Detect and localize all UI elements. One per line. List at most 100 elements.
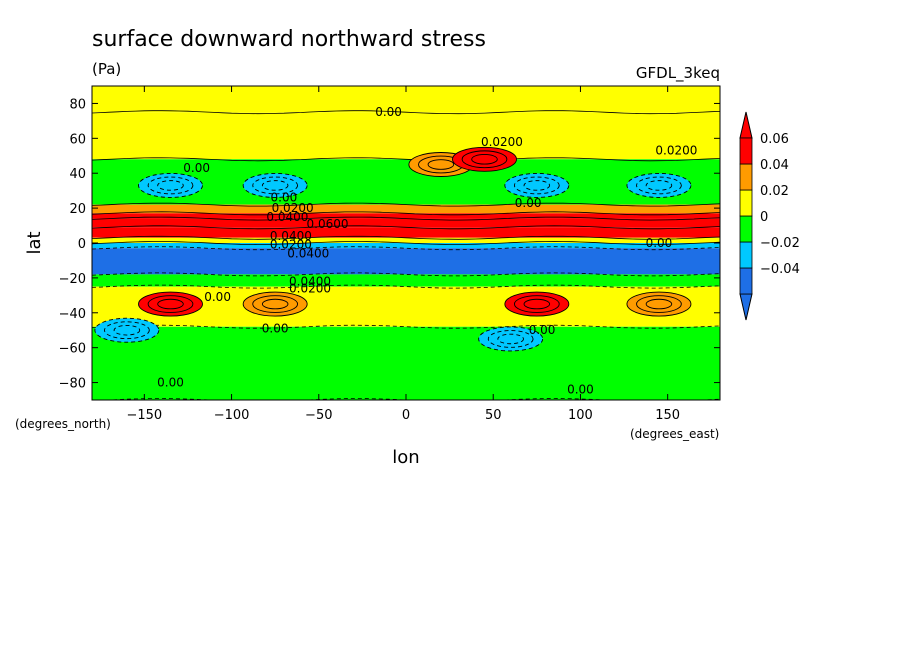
contour-ring	[452, 146, 517, 172]
colorbar-label: 0.04	[760, 158, 789, 173]
contour-ring	[242, 291, 308, 317]
contour-ring	[147, 295, 194, 313]
contour-label: 0.00	[271, 191, 298, 205]
field-band	[92, 227, 720, 238]
contour-ring	[261, 298, 289, 310]
contour-line	[92, 157, 720, 162]
contour-label: 0.00	[183, 161, 210, 175]
x-tick-label: −100	[214, 408, 250, 423]
contour-ring	[504, 291, 570, 317]
contour-line	[92, 110, 720, 115]
colorbar-swatch	[739, 267, 753, 295]
colorbar-swatch	[739, 241, 753, 269]
contour-ring	[478, 326, 544, 352]
field-band	[92, 243, 720, 249]
contour-label: 0.00	[515, 196, 542, 210]
contour-ring	[138, 172, 203, 198]
colorbar-swatch	[739, 189, 753, 217]
x-tick-label: 100	[568, 408, 593, 423]
contour-ring	[523, 180, 551, 191]
contour-ring	[138, 291, 203, 317]
contour-ring	[626, 172, 692, 198]
contour-ring	[645, 298, 673, 310]
colorbar-label: 0	[760, 210, 768, 225]
contour-label: 0.0400	[270, 229, 312, 243]
contour-ring	[261, 180, 289, 191]
contour-ring	[504, 172, 570, 198]
x-tick-label: −50	[305, 408, 332, 423]
field-band	[92, 112, 720, 160]
contour-ring	[645, 180, 673, 191]
contour-ring	[523, 298, 551, 310]
contour-label: 0.00	[529, 323, 556, 337]
model-label: GFDL_3keq	[636, 64, 720, 83]
field-band	[92, 248, 720, 275]
y-tick-label: −80	[59, 377, 86, 392]
contour-label: 0.00	[262, 321, 289, 335]
contour-ring	[157, 180, 184, 191]
y-tick-label: 60	[69, 132, 86, 147]
contour-label: 0.0200	[289, 281, 331, 295]
y-tick-label: 0	[78, 237, 86, 252]
contour-ring	[94, 317, 160, 343]
contour-ring	[113, 324, 141, 336]
x-tick-label: 0	[402, 408, 410, 423]
colorbar-legend: −0.04 −0.02 0 0.02 0.04 0.06	[739, 111, 800, 321]
chart-title: surface downward northward stress	[92, 27, 486, 52]
colorbar-swatch	[739, 215, 753, 243]
x-axis: −150 −100 −50 0 50 100 150	[126, 86, 680, 423]
contour-label: 0.00	[567, 383, 594, 397]
contour-ring	[513, 295, 560, 313]
colorbar-label: 0.02	[760, 184, 789, 199]
contour-ring	[252, 176, 299, 195]
contour-label: 0.0200	[481, 135, 523, 149]
x-units-label: (degrees_east)	[630, 427, 719, 441]
y-tick-label: 80	[69, 97, 86, 112]
contour-line	[92, 235, 720, 240]
contour-label: 0.00	[204, 290, 231, 304]
contour-ring	[252, 295, 299, 313]
colorbar-arrow-low	[739, 293, 753, 321]
contour-label: 0.0200	[655, 144, 697, 158]
colorbar-swatch	[739, 137, 753, 165]
plot-area: 0.000.02000.02000.000.000.000.02000.0400…	[92, 86, 720, 400]
y-units-label: (degrees_north)	[15, 417, 111, 431]
contour-ring	[513, 176, 560, 195]
contour-line	[92, 211, 720, 216]
field-band	[92, 237, 720, 243]
x-tick-label: 50	[485, 408, 502, 423]
x-axis-label: lon	[392, 447, 419, 468]
contour-ring	[487, 330, 534, 348]
contour-label: 0.0400	[287, 246, 329, 260]
contour-ring	[157, 298, 184, 310]
y-axis-label: lat	[24, 231, 45, 254]
y-axis: −80 −60 −40 −20 0 20 40 60 80	[59, 97, 720, 392]
contour-ring	[497, 333, 524, 345]
contour-line	[92, 225, 720, 230]
contour-line	[92, 241, 720, 245]
contour-ring	[427, 159, 455, 170]
colorbar-label: 0.06	[760, 132, 789, 147]
contour-label: 0.0200	[272, 201, 314, 215]
contour-label: 0.0400	[266, 210, 308, 224]
colorbar-label: −0.02	[760, 236, 800, 251]
contour-ring	[636, 295, 682, 313]
contour-label: 0.00	[157, 376, 184, 390]
contour-ring	[242, 172, 308, 198]
units-label: (Pa)	[92, 60, 121, 78]
contour-ring	[147, 176, 194, 195]
contour-ring	[461, 150, 508, 169]
x-tick-label: −150	[126, 408, 162, 423]
contour-ring	[636, 176, 682, 195]
contour-label: 0.0400	[289, 274, 331, 288]
field-band	[92, 326, 720, 400]
colorbar-swatch	[739, 163, 753, 191]
y-tick-label: −20	[59, 272, 86, 287]
field-band	[92, 213, 720, 219]
contour-line	[92, 216, 720, 221]
y-tick-label: 40	[69, 167, 86, 182]
y-tick-label: −60	[59, 342, 86, 357]
contour-label: 0.00	[646, 236, 673, 250]
contour-ring	[471, 154, 498, 165]
